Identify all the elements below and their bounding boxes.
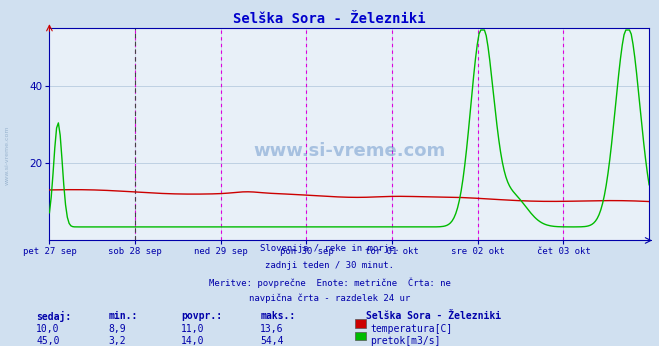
Text: min.:: min.: [109,311,138,321]
Text: navpična črta - razdelek 24 ur: navpična črta - razdelek 24 ur [249,294,410,303]
Text: temperatura[C]: temperatura[C] [370,324,453,334]
Text: pretok[m3/s]: pretok[m3/s] [370,336,441,346]
Text: 14,0: 14,0 [181,336,205,346]
Text: www.si-vreme.com: www.si-vreme.com [5,126,10,185]
Text: zadnji teden / 30 minut.: zadnji teden / 30 minut. [265,261,394,270]
Text: sedaj:: sedaj: [36,311,71,322]
Text: Selška Sora - Železniki: Selška Sora - Železniki [233,12,426,26]
Text: 13,6: 13,6 [260,324,284,334]
Text: 8,9: 8,9 [109,324,127,334]
Text: 3,2: 3,2 [109,336,127,346]
Text: maks.:: maks.: [260,311,295,321]
Text: Slovenija / reke in morje.: Slovenija / reke in morje. [260,244,399,253]
Text: 10,0: 10,0 [36,324,60,334]
Text: 45,0: 45,0 [36,336,60,346]
Text: povpr.:: povpr.: [181,311,222,321]
Text: 11,0: 11,0 [181,324,205,334]
Text: Selška Sora - Železniki: Selška Sora - Železniki [366,311,501,321]
Text: 54,4: 54,4 [260,336,284,346]
Text: www.si-vreme.com: www.si-vreme.com [253,142,445,160]
Text: Meritve: povprečne  Enote: metrične  Črta: ne: Meritve: povprečne Enote: metrične Črta:… [208,277,451,288]
